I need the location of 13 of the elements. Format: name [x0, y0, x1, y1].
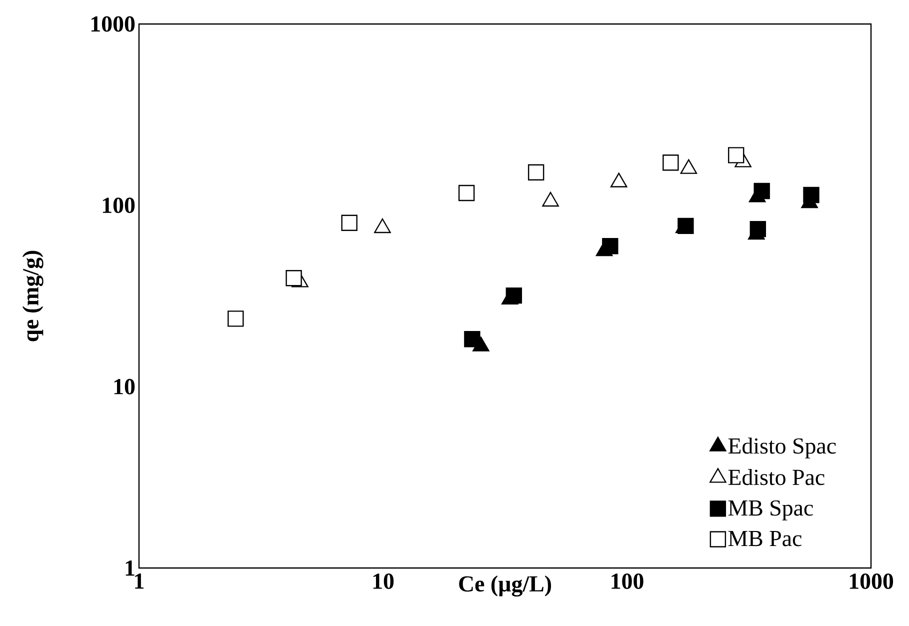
- x-tick-label: 100: [612, 574, 644, 589]
- x-tick-label: 10: [373, 574, 394, 589]
- y-tick-label: 10: [114, 378, 135, 394]
- legend-label: Edisto Pac: [728, 468, 824, 486]
- y-tick-label: 1000: [91, 16, 135, 32]
- legend-label: Edisto Spac: [728, 438, 836, 458]
- y-tick-label: 1: [126, 560, 134, 576]
- y-tick-label: 100: [102, 198, 135, 214]
- x-axis-title: Ce (µg/L): [459, 576, 552, 596]
- legend-label: MB Pac: [728, 530, 802, 546]
- legend-label: MB Spac: [728, 500, 813, 520]
- x-tick-label: 1000: [850, 574, 894, 589]
- y-axis-title: qe (mg/g): [22, 250, 44, 342]
